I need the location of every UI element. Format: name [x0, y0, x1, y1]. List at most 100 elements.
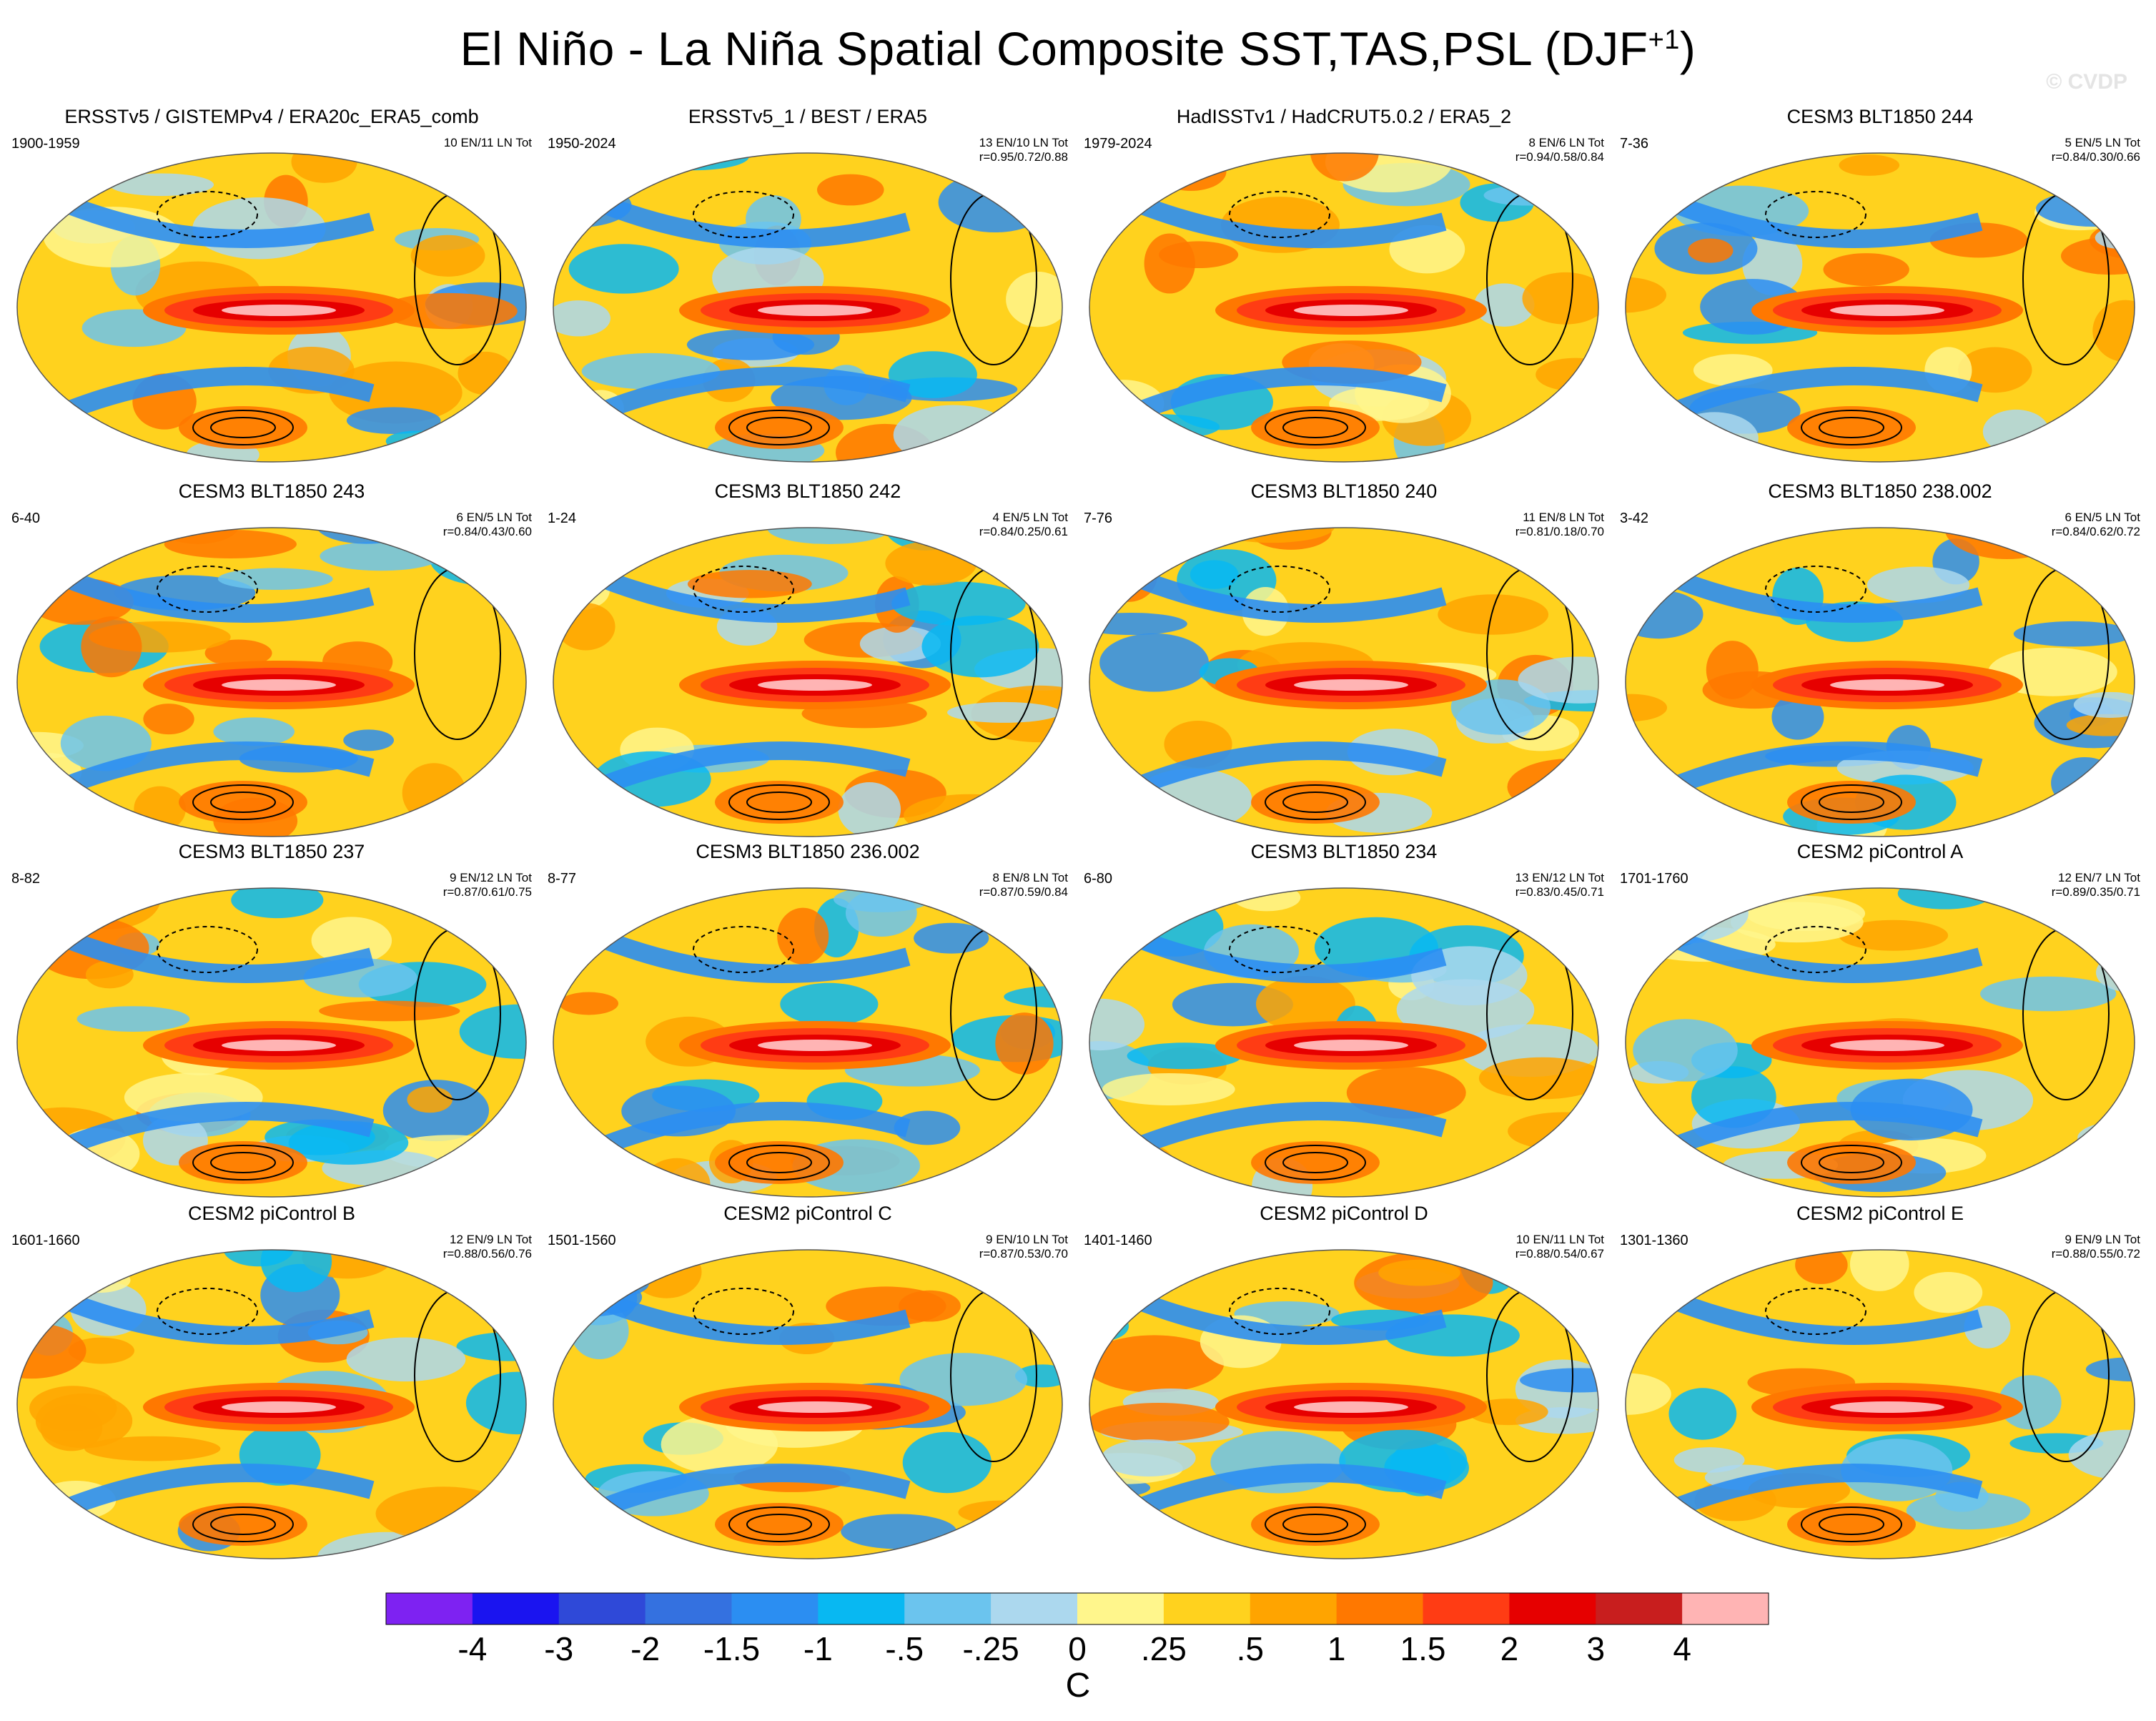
panel-event-count: 4 EN/5 LN Tot r=0.84/0.25/0.61 — [979, 511, 1068, 539]
panel-map — [553, 527, 1063, 837]
anomaly-patch — [1099, 547, 1158, 602]
anomaly-patch — [575, 1534, 621, 1559]
anomaly-patch — [1548, 397, 1598, 452]
panel-correlation-text: r=0.81/0.18/0.70 — [1515, 525, 1604, 538]
anomaly-patch — [70, 528, 116, 559]
anomaly-patch — [994, 1542, 1062, 1559]
panel-event-count: 10 EN/11 LN Tot — [444, 136, 532, 150]
title-superscript: +1 — [1648, 25, 1680, 55]
anomaly-patch — [894, 1110, 961, 1145]
panel-years: 8-77 — [548, 871, 577, 887]
anomaly-patch — [17, 1501, 44, 1549]
panel-map — [16, 527, 527, 837]
anomaly-patch — [1626, 1517, 1708, 1542]
cold-arm-south — [54, 741, 375, 799]
anomaly-patch — [17, 153, 100, 209]
anomaly-patch — [1089, 888, 1136, 915]
colorbar-tick-label: -1.5 — [703, 1630, 760, 1667]
anomaly-patch — [311, 917, 392, 965]
map-panel: CESM3 BLT1850 234 6-80 13 EN/12 LN Tot r=0.… — [1079, 841, 1608, 1198]
colorbar-tick-label: 4 — [1673, 1630, 1691, 1667]
anomaly-patch — [559, 992, 619, 1015]
map-panel: CESM2 piControl D 1401-1460 10 EN/11 LN To… — [1079, 1203, 1608, 1560]
panel-count-text: 6 EN/5 LN Tot — [456, 511, 532, 524]
anomaly-patch — [465, 153, 526, 171]
anomaly-patch — [1396, 979, 1535, 1041]
anomaly-patch — [1500, 434, 1598, 462]
anomaly-patch — [1006, 271, 1062, 327]
cold-arm-south — [1126, 741, 1447, 799]
anomaly-patch — [2092, 300, 2135, 363]
anomaly-patch — [1099, 633, 1210, 692]
anomaly-patch — [885, 541, 977, 586]
cold-arm-south — [590, 741, 911, 799]
anomaly-patch — [1668, 1388, 1737, 1440]
pressure-contour — [1765, 191, 1866, 238]
anomaly-patch — [1626, 1250, 1692, 1273]
warm-tongue-layer — [1830, 1040, 1944, 1051]
panel-correlation-text: r=0.88/0.56/0.76 — [442, 1247, 532, 1261]
panel-correlation-text: r=0.87/0.59/0.84 — [979, 885, 1068, 899]
pressure-contour — [728, 784, 830, 820]
panel-title: CESM2 piControl B — [187, 1203, 356, 1224]
colorbar-swatch — [1509, 1593, 1596, 1624]
cold-arm-south — [590, 367, 911, 424]
pressure-contour — [1819, 1152, 1884, 1173]
anomaly-patch — [68, 1337, 134, 1364]
panel-map — [16, 1249, 527, 1559]
panel-years: 1979-2024 — [1084, 136, 1152, 152]
anomaly-patch — [430, 433, 526, 462]
warm-tongue-layer — [222, 305, 336, 316]
southern-warm-blob — [179, 406, 307, 449]
anomaly-patch — [1688, 238, 1734, 263]
anomaly-patch — [1549, 153, 1598, 175]
anomaly-patch — [2051, 756, 2119, 809]
southern-warm-blob — [1787, 406, 1916, 449]
panel-event-count: 6 EN/5 LN Tot r=0.84/0.62/0.72 — [2052, 511, 2140, 539]
panel-map — [553, 887, 1063, 1198]
panel-map — [1625, 527, 2135, 837]
map-panel: CESM3 BLT1850 236.002 8-77 8 EN/8 LN Tot r=… — [543, 841, 1072, 1198]
panel-count-text: 10 EN/11 LN Tot — [1515, 1233, 1604, 1246]
map-outline — [553, 152, 1063, 463]
panel-count-text: 13 EN/12 LN Tot — [1515, 871, 1604, 884]
panel-map — [1625, 887, 2135, 1198]
anomaly-patch — [956, 1178, 1017, 1197]
panel-years: 1950-2024 — [548, 136, 616, 152]
anomaly-patch — [1520, 1368, 1598, 1393]
panel-correlation-text: r=0.88/0.55/0.72 — [2051, 1247, 2140, 1261]
panel-event-count: 8 EN/6 LN Tot r=0.94/0.58/0.84 — [1515, 136, 1604, 164]
panel-event-count: 10 EN/11 LN Tot r=0.88/0.54/0.67 — [1515, 1233, 1604, 1261]
cold-arm-north — [1662, 1288, 1983, 1345]
anomaly-patch — [1823, 253, 1909, 287]
panel-map — [1089, 887, 1599, 1198]
anomaly-patch — [1626, 694, 1668, 721]
southern-warm-blob — [715, 406, 844, 449]
anomaly-patch — [375, 1486, 513, 1541]
cold-arm-south — [590, 1102, 911, 1159]
pressure-contour — [693, 1288, 794, 1335]
panel-years: 1601-1660 — [11, 1233, 80, 1248]
cold-arm-south — [54, 1102, 375, 1159]
map-outline — [1625, 1249, 2135, 1559]
colorbar-tick-label: 2 — [1500, 1630, 1519, 1667]
colorbar-tick-label: 3 — [1586, 1630, 1605, 1667]
anomaly-patch — [458, 351, 514, 395]
anomaly-patch — [1795, 1250, 1848, 1284]
anomaly-patch — [81, 616, 142, 678]
cold-arm-north — [1662, 191, 1983, 248]
anomaly-patch — [1626, 1525, 1718, 1547]
anomaly-patch — [2113, 1500, 2135, 1539]
pressure-contour — [1765, 566, 1866, 613]
panel-years: 6-80 — [1084, 871, 1113, 887]
anomaly-patch — [563, 1250, 615, 1279]
anomaly-patch — [231, 888, 324, 919]
panel-event-count: 8 EN/8 LN Tot r=0.87/0.59/0.84 — [979, 871, 1068, 899]
colorbar-swatch — [1423, 1593, 1510, 1624]
anomaly-patch — [1979, 976, 2117, 1012]
warm-tongue-layer — [222, 1401, 336, 1413]
anomaly-patch — [84, 1436, 221, 1461]
pressure-contour — [157, 566, 258, 613]
cold-arm-north — [54, 1288, 375, 1345]
anomaly-patch — [1155, 153, 1227, 191]
